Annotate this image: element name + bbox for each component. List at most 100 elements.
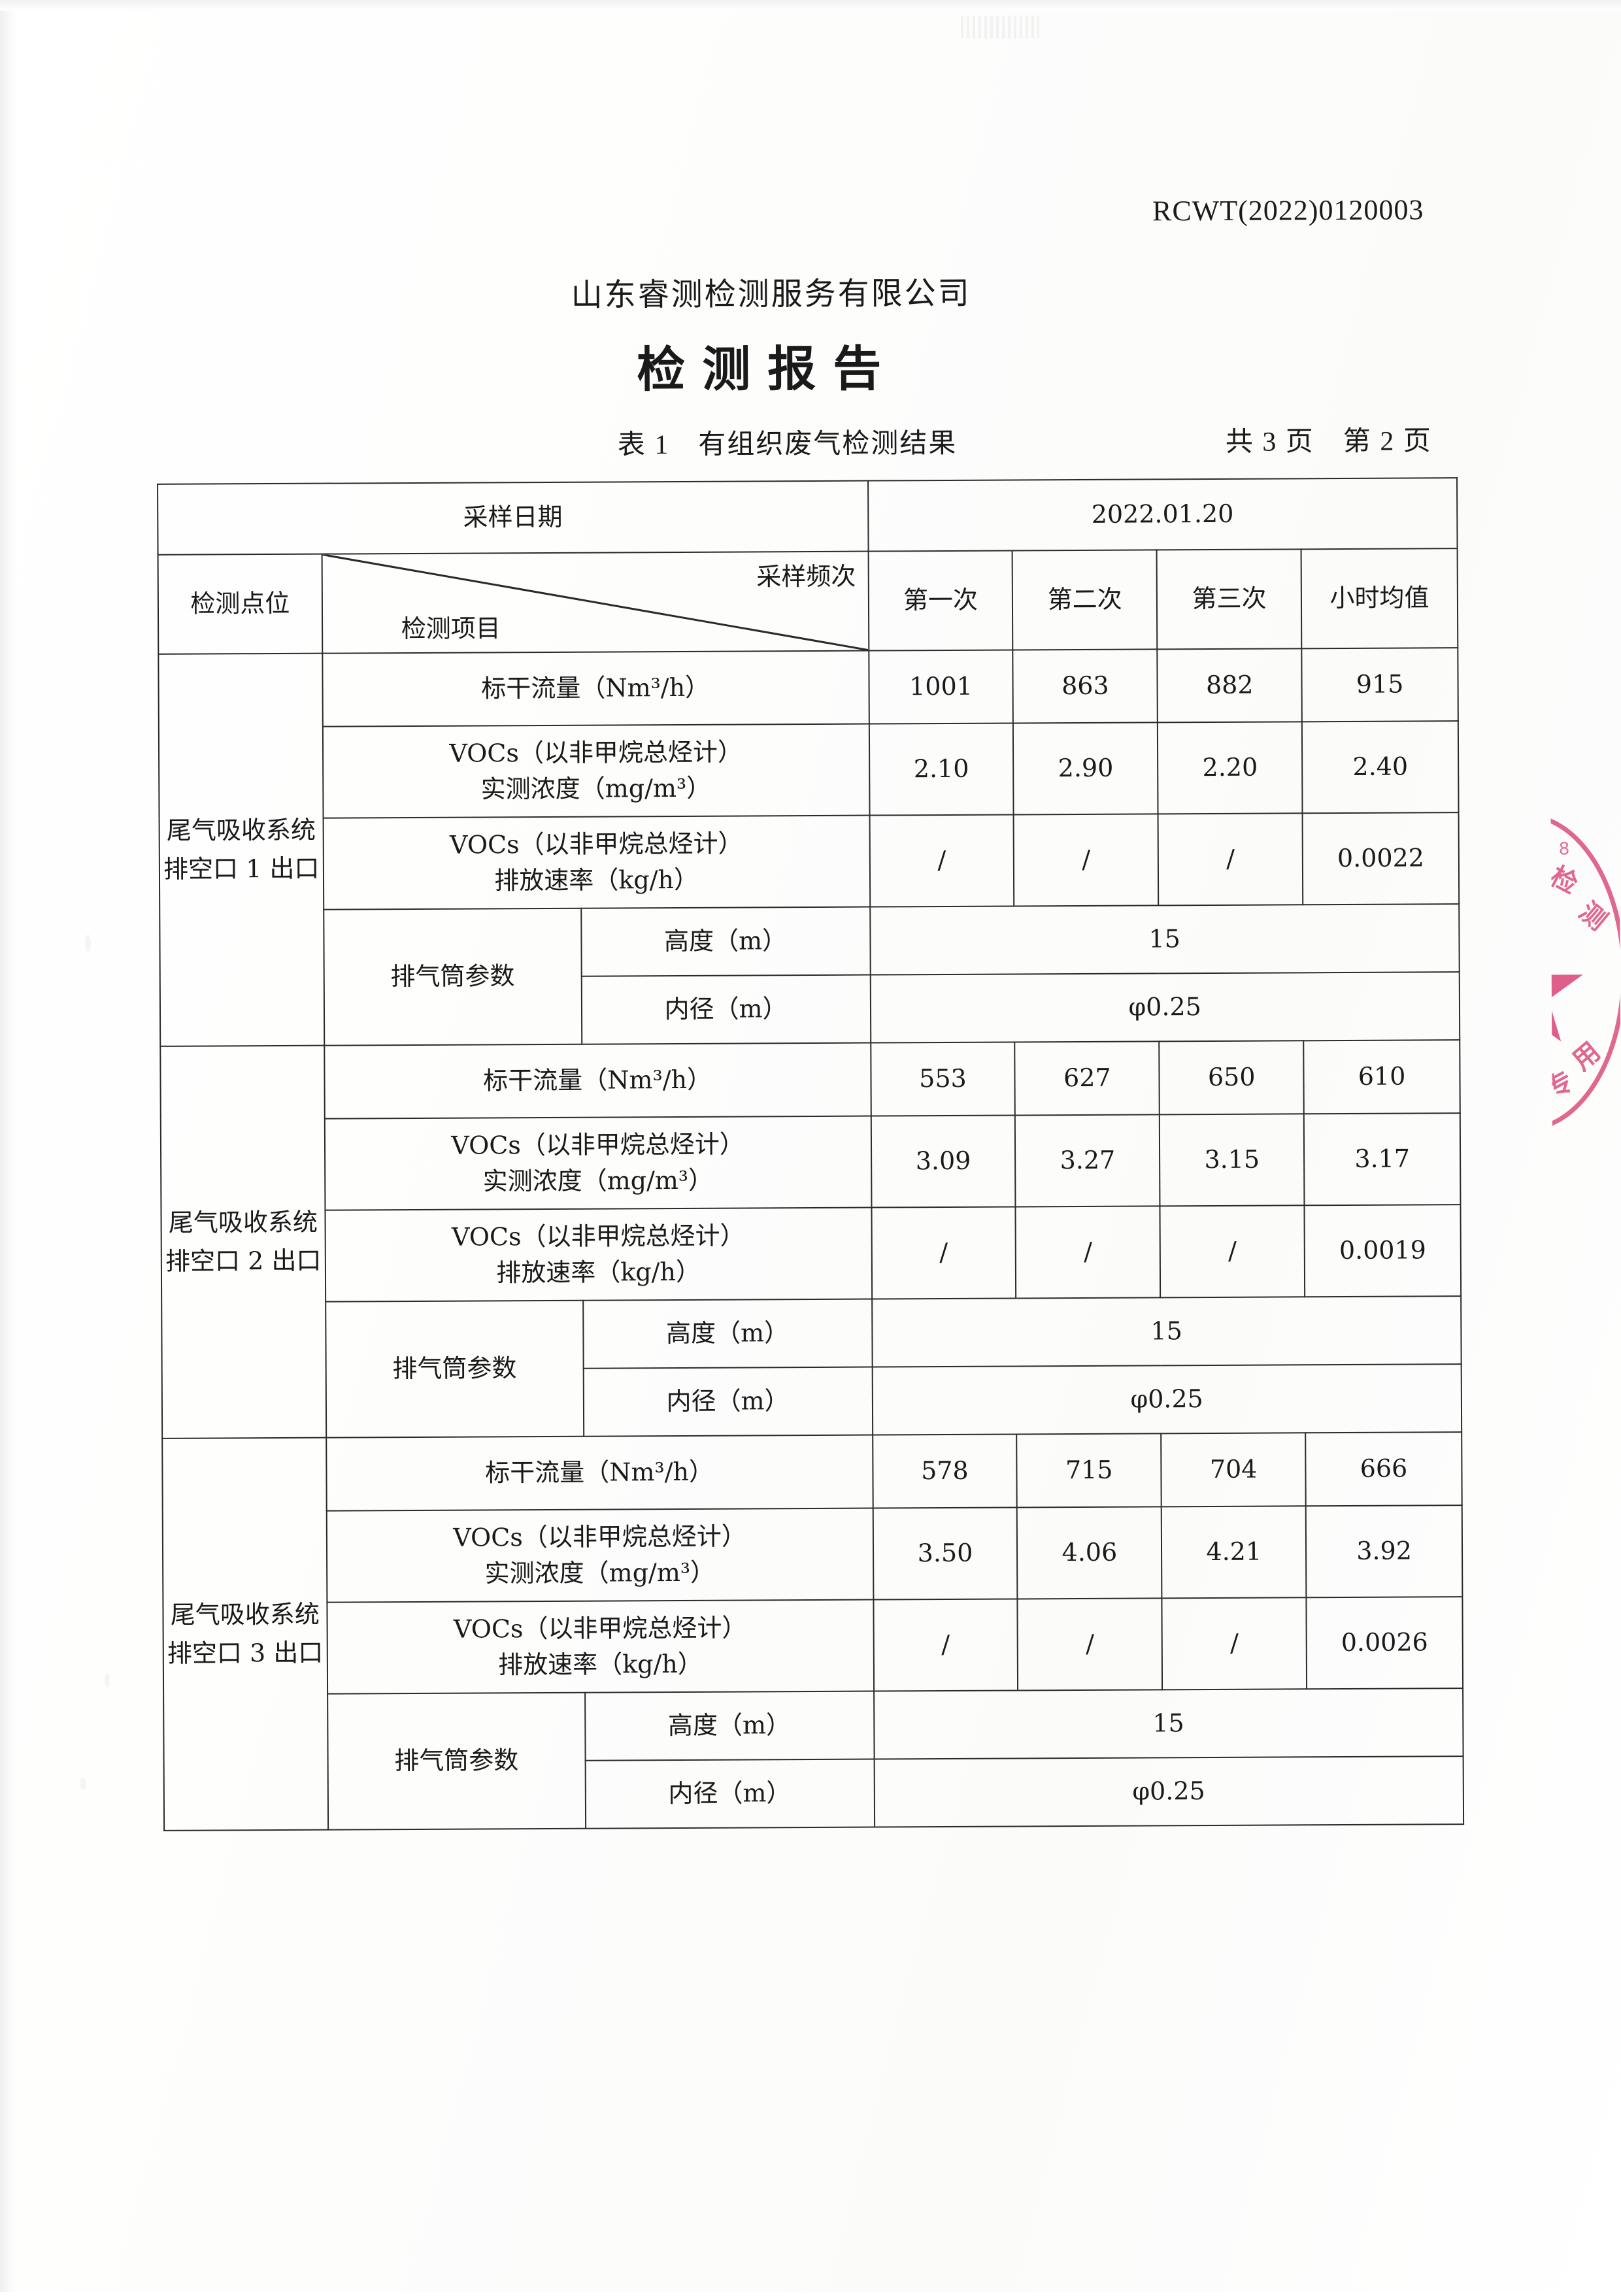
cell-voc-conc-1: 3.09 <box>871 1115 1016 1208</box>
cell-stack-diameter: φ0.25 <box>870 972 1460 1043</box>
point-line-2: 排空口 1 出口 <box>163 854 320 884</box>
voc-conc-line-1: VOCs（以非甲烷总烃计） <box>451 1129 744 1160</box>
cell-flow-2: 627 <box>1014 1041 1160 1116</box>
scan-speck <box>80 1778 86 1789</box>
table-row-voc-rate: VOCs（以非甲烷总烃计） 排放速率（kg/h） / / / 0.0022 <box>159 812 1460 910</box>
point-line-1: 尾气吸收系统 <box>170 1599 320 1629</box>
table-row-header: 检测点位 采样频次 检测项目 第一次 第二次 第三次 小时均值 <box>158 548 1458 654</box>
seal-icon: 检 测 专 用 8 <box>1550 813 1621 1132</box>
row-label-stack-params: 排气筒参数 <box>327 1692 586 1830</box>
cell-flow-2: 863 <box>1012 649 1158 724</box>
header-frequency: 采样频次 <box>756 561 856 591</box>
header-point: 检测点位 <box>158 554 323 654</box>
voc-rate-line-1: VOCs（以非甲烷总烃计） <box>450 829 743 859</box>
svg-text:检: 检 <box>1550 861 1582 900</box>
cell-flow-1: 578 <box>872 1434 1018 1508</box>
voc-rate-line-2: 排放速率（kg/h） <box>498 1649 703 1680</box>
cell-voc-rate-1: / <box>871 1206 1016 1299</box>
cell-voc-rate-2: / <box>1017 1598 1163 1691</box>
page-info: 共 3 页 第 2 页 <box>1225 426 1432 458</box>
official-seal-stamp: 检 测 专 用 8 <box>1550 803 1621 1144</box>
table-row-stack-height: 排气筒参数 高度（m） 15 <box>159 904 1460 1046</box>
row-label-diameter: 内径（m） <box>585 1759 875 1829</box>
cell-flow-3: 882 <box>1157 648 1302 723</box>
scan-speck <box>105 1673 110 1688</box>
cell-voc-rate-3: / <box>1160 1205 1305 1298</box>
cell-voc-rate-2: / <box>1015 1206 1161 1299</box>
cell-flow-1: 1001 <box>868 650 1014 724</box>
cell-voc-rate-1: / <box>869 814 1014 907</box>
point-label-block-3: 尾气吸收系统 排空口 3 出口 <box>162 1437 328 1831</box>
voc-conc-line-1: VOCs（以非甲烷总烃计） <box>449 737 743 768</box>
cell-stack-diameter: φ0.25 <box>874 1756 1464 1827</box>
cell-stack-height: 15 <box>871 1296 1462 1367</box>
point-label-block-2: 尾气吸收系统 排空口 2 出口 <box>160 1045 326 1439</box>
cell-voc-rate-avg: 0.0026 <box>1306 1597 1463 1689</box>
table-row-voc-concentration: VOCs（以非甲烷总烃计） 实测浓度（mg/m³） 3.50 4.06 4.21… <box>163 1505 1463 1603</box>
cell-voc-rate-avg: 0.0019 <box>1304 1205 1462 1297</box>
results-table: 采样日期 2022.01.20 检测点位 采样频次 检测项目 第一次 第二次 第… <box>157 477 1464 1831</box>
row-label-diameter: 内径（m） <box>581 974 871 1044</box>
cell-voc-conc-2: 4.06 <box>1017 1506 1162 1599</box>
row-label-stack-params: 排气筒参数 <box>325 1300 584 1438</box>
table-row-voc-concentration: VOCs（以非甲烷总烃计） 实测浓度（mg/m³） 2.10 2.90 2.20… <box>159 721 1459 819</box>
cell-voc-conc-3: 2.20 <box>1158 722 1303 814</box>
voc-rate-line-2: 排放速率（kg/h） <box>496 1257 701 1288</box>
cell-flow-1: 553 <box>870 1042 1016 1116</box>
report-number: RCWT(2022)0120003 <box>1152 193 1424 227</box>
document-title: 检测报告 <box>637 341 899 399</box>
scan-edge-top <box>0 0 1621 10</box>
sampling-date-value: 2022.01.20 <box>867 478 1458 552</box>
header-col-2: 第二次 <box>1012 550 1158 650</box>
row-label-flow: 标干流量（Nm³/h） <box>324 1042 871 1119</box>
voc-conc-line-2: 实测浓度（mg/m³） <box>480 773 712 804</box>
table-row-stack-height: 排气筒参数 高度（m） 15 <box>161 1296 1462 1438</box>
cell-stack-diameter: φ0.25 <box>872 1364 1462 1435</box>
row-label-flow: 标干流量（Nm³/h） <box>322 650 869 727</box>
voc-conc-line-2: 实测浓度（mg/m³） <box>482 1165 714 1196</box>
cell-stack-height: 15 <box>873 1688 1463 1759</box>
voc-rate-line-2: 排放速率（kg/h） <box>494 865 699 895</box>
cell-voc-conc-avg: 3.17 <box>1303 1113 1461 1206</box>
row-label-voc-rate: VOCs（以非甲烷总烃计） 排放速率（kg/h） <box>327 1599 874 1694</box>
header-col-3: 第三次 <box>1156 549 1302 650</box>
voc-conc-line-2: 实测浓度（mg/m³） <box>484 1557 716 1588</box>
cell-voc-conc-1: 3.50 <box>873 1507 1018 1600</box>
table-row-voc-rate: VOCs（以非甲烷总烃计） 排放速率（kg/h） / / / 0.0019 <box>161 1205 1462 1303</box>
point-label-block-1: 尾气吸收系统 排空口 1 出口 <box>158 653 324 1046</box>
scan-artifact-top <box>961 16 1039 39</box>
company-name: 山东睿测检测服务有限公司 <box>571 275 971 314</box>
table-row-voc-rate: VOCs（以非甲烷总烃计） 排放速率（kg/h） / / / 0.0026 <box>163 1597 1463 1695</box>
cell-flow-3: 650 <box>1159 1040 1304 1115</box>
cell-voc-rate-3: / <box>1158 813 1303 906</box>
cell-voc-rate-2: / <box>1013 814 1159 907</box>
row-label-stack-params: 排气筒参数 <box>323 908 582 1046</box>
cell-flow-avg: 915 <box>1301 648 1458 722</box>
voc-conc-line-1: VOCs（以非甲烷总烃计） <box>453 1522 746 1552</box>
row-label-height: 高度（m） <box>580 907 871 976</box>
table-row-stack-height: 排气筒参数 高度（m） 15 <box>163 1688 1463 1830</box>
table-row-voc-concentration: VOCs（以非甲烷总烃计） 实测浓度（mg/m³） 3.09 3.27 3.15… <box>161 1113 1461 1211</box>
cell-voc-conc-3: 4.21 <box>1161 1506 1307 1599</box>
voc-rate-line-1: VOCs（以非甲烷总烃计） <box>451 1221 745 1252</box>
cell-flow-avg: 666 <box>1305 1432 1462 1506</box>
cell-flow-avg: 610 <box>1303 1040 1460 1114</box>
svg-text:专: 专 <box>1550 1066 1578 1105</box>
table-row-flow: 尾气吸收系统 排空口 2 出口 标干流量（Nm³/h） 553 627 650 … <box>160 1040 1460 1439</box>
row-label-diameter: 内径（m） <box>583 1367 873 1437</box>
cell-voc-rate-avg: 0.0022 <box>1302 812 1460 905</box>
cell-voc-rate-3: / <box>1161 1597 1307 1690</box>
cell-voc-conc-avg: 3.92 <box>1305 1505 1463 1598</box>
cell-flow-3: 704 <box>1161 1433 1306 1507</box>
scan-edge-left <box>0 0 17 2292</box>
point-line-2: 排空口 3 出口 <box>167 1638 324 1668</box>
cell-voc-conc-avg: 2.40 <box>1301 721 1459 814</box>
header-item: 检测项目 <box>401 614 501 643</box>
point-line-1: 尾气吸收系统 <box>166 815 316 845</box>
table-row-flow: 尾气吸收系统 排空口 1 出口 标干流量（Nm³/h） 1001 863 882… <box>158 648 1458 1046</box>
table-row-flow: 尾气吸收系统 排空口 3 出口 标干流量（Nm³/h） 578 715 704 … <box>162 1432 1462 1831</box>
cell-voc-conc-2: 2.90 <box>1013 722 1158 815</box>
header-col-1: 第一次 <box>868 550 1013 651</box>
row-label-voc-concentration: VOCs（以非甲烷总烃计） 实测浓度（mg/m³） <box>324 1116 871 1210</box>
row-label-voc-concentration: VOCs（以非甲烷总烃计） 实测浓度（mg/m³） <box>326 1508 873 1603</box>
